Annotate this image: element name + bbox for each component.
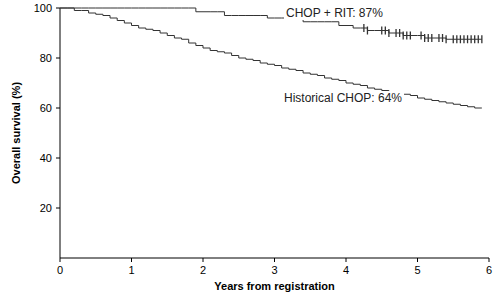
censor-mark [445,35,446,43]
x-axis-title: Years from registration [214,280,335,292]
x-tick-label: 1 [128,264,134,276]
x-tick [346,258,347,262]
x-tick [489,258,490,262]
series-label: CHOP + RIT: 87% [286,6,383,20]
chart: 0 1 2 3 4 5 6 20 40 60 80 100 Years from registratio… [0,0,500,295]
x-tick-label: 2 [200,264,206,276]
censor-mark [467,35,468,43]
x-tick [60,258,61,262]
censor-mark [403,32,404,40]
y-tick [56,108,60,109]
censor-mark [399,29,400,37]
x-tick-label: 6 [486,264,492,276]
censor-mark [424,34,425,42]
censor-mark [431,34,432,42]
censor-mark [388,29,389,37]
x-tick-label: 4 [343,264,349,276]
y-tick [56,8,60,9]
censor-mark [381,27,382,35]
censor-mark [470,35,471,43]
plot-area [60,8,482,108]
y-tick-label: 60 [40,102,52,114]
censor-mark [453,35,454,43]
censor-mark [406,32,407,40]
y-tick [56,58,60,59]
y-axis-title: Overall survival (%) [10,82,22,184]
censor-mark [363,24,364,32]
y-tick [56,158,60,159]
x-tick-label: 5 [414,264,420,276]
censor-mark [460,35,461,43]
x-tick [203,258,204,262]
series-label: Historical CHOP: 64% [284,91,402,105]
censor-mark [367,27,368,35]
y-tick-label: 80 [40,52,52,64]
censor-mark [438,34,439,42]
survival-line [60,8,482,108]
censor-mark [481,35,482,43]
label-bg [284,6,385,20]
x-tick [131,258,132,262]
y-tick-label: 100 [34,2,52,14]
y-tick [56,208,60,209]
censor-mark [456,35,457,43]
survival-line [60,8,482,39]
label-bg [282,91,404,105]
x-tick-label: 3 [271,264,277,276]
y-tick-label: 20 [40,202,52,214]
censor-mark [463,35,464,43]
censor-mark [478,35,479,43]
censor-mark [428,34,429,42]
x-tick [274,258,275,262]
x-tick-label: 0 [57,264,63,276]
x-tick [417,258,418,262]
y-tick-label: 40 [40,152,52,164]
censor-mark [410,32,411,40]
y-axis [60,8,61,258]
censor-mark [474,35,475,43]
censor-mark [395,29,396,37]
censor-mark [442,34,443,42]
censor-mark [385,27,386,35]
censor-mark [420,32,421,40]
